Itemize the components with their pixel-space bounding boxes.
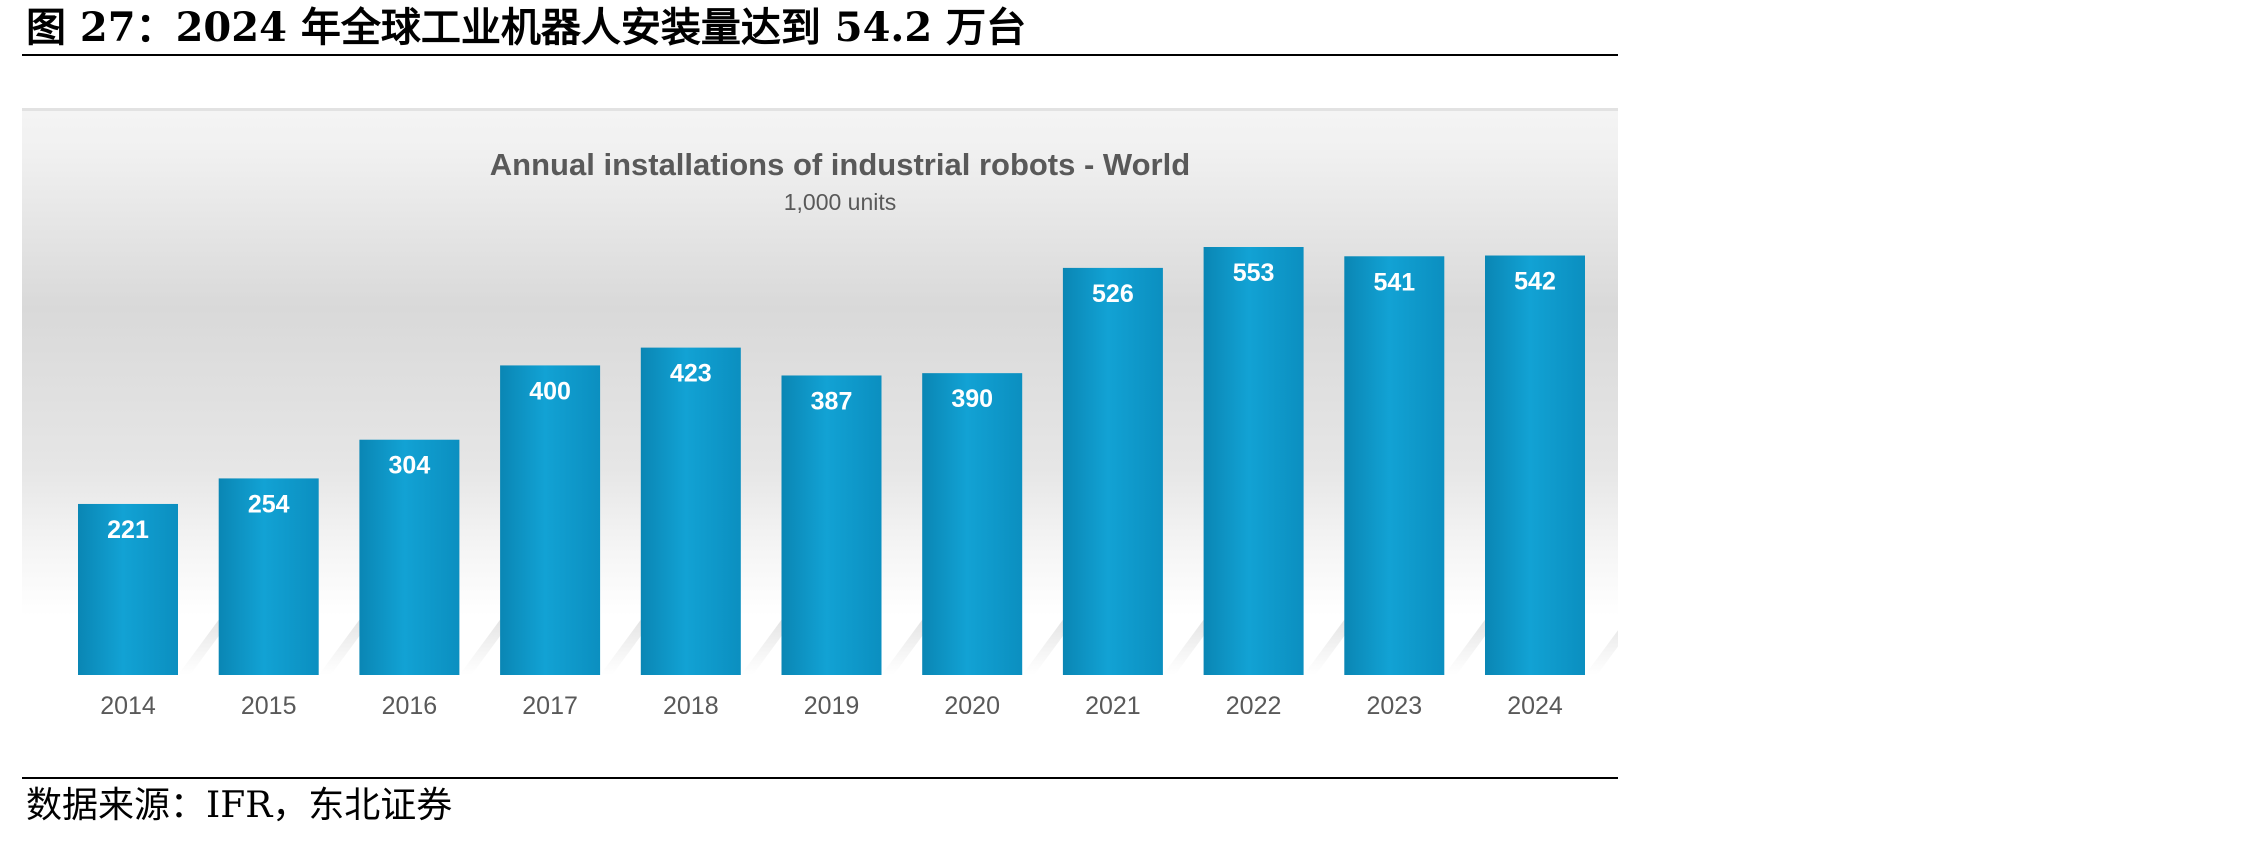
x-tick-2024: 2024: [1507, 692, 1563, 720]
chart-subtitle: 1,000 units: [784, 189, 897, 215]
x-tick-2014: 2014: [100, 692, 156, 720]
data-label-2014: 221: [107, 516, 149, 544]
bar-2019: [781, 375, 882, 675]
top-rule: [22, 54, 1618, 56]
bar-2016: [359, 439, 460, 675]
bar-2018: [640, 347, 741, 675]
chart-panel: 221 254 304 400 423 387 390 526 553 541 542 2014 20…: [22, 108, 1618, 727]
x-tick-2022: 2022: [1226, 692, 1282, 720]
chart-title: Annual installations of industrial robot…: [490, 147, 1190, 182]
data-label-2016: 304: [389, 452, 431, 480]
bar-2017: [500, 365, 601, 675]
figure-title: 图 27：2024 年全球工业机器人安装量达到 54.2 万台: [26, 4, 1027, 51]
bar-2024: [1485, 255, 1585, 676]
bar-shadow: [1585, 630, 1618, 675]
x-tick-2023: 2023: [1366, 692, 1422, 720]
bar-2021: [1062, 267, 1163, 675]
x-tick-2016: 2016: [382, 692, 438, 720]
bar-2022: [1203, 247, 1304, 675]
data-label-2022: 553: [1233, 259, 1275, 287]
data-label-2018: 423: [670, 360, 712, 388]
data-label-2019: 387: [811, 387, 853, 415]
x-tick-2019: 2019: [804, 692, 860, 720]
data-label-2021: 526: [1092, 280, 1134, 308]
bar-2023: [1344, 256, 1445, 675]
x-tick-2015: 2015: [241, 692, 297, 720]
bar-2015: [218, 478, 319, 675]
data-label-2017: 400: [529, 377, 571, 405]
source-note: 数据来源：IFR，东北证券: [26, 785, 453, 826]
data-label-2024: 542: [1514, 268, 1556, 296]
x-tick-2021: 2021: [1085, 692, 1141, 720]
data-label-2020: 390: [951, 385, 993, 413]
bar-chart: 221 254 304 400 423 387 390 526 553 541 542 2014 20…: [78, 147, 1618, 720]
x-tick-2020: 2020: [944, 692, 1000, 720]
x-tick-2018: 2018: [663, 692, 719, 720]
data-label-2015: 254: [248, 490, 290, 518]
data-label-2023: 541: [1373, 268, 1415, 296]
bar-2014: [78, 503, 178, 675]
bottom-rule: [22, 777, 1618, 779]
bar-2020: [922, 373, 1023, 675]
x-tick-2017: 2017: [522, 692, 578, 720]
